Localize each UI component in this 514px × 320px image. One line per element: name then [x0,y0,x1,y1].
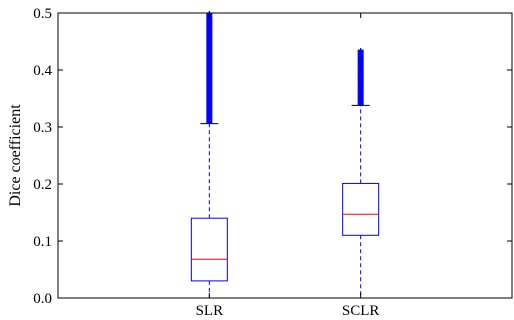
y-axis-title: Dice coefficient [7,104,24,207]
box-iqr [190,217,228,282]
y-axis: 0.0 0.1 0.2 0.3 0.4 0.5 [33,6,512,307]
x-axis: SLR SCLR [196,13,380,319]
box-sclr [342,48,380,299]
y-tick-label: 0.0 [33,291,52,307]
y-tick-label: 0.2 [33,177,52,193]
box-iqr [342,182,380,236]
outliers [357,48,364,106]
box-slr [190,11,228,299]
x-tick-label: SCLR [342,303,380,319]
y-tick-label: 0.3 [33,120,52,136]
plot-content [190,11,380,299]
x-tick-label: SLR [196,303,224,319]
plot-frame [57,12,513,299]
y-tick-label: 0.1 [33,234,52,250]
y-tick-label: 0.5 [33,6,52,22]
y-tick-label: 0.4 [33,63,52,79]
outliers [206,11,213,124]
